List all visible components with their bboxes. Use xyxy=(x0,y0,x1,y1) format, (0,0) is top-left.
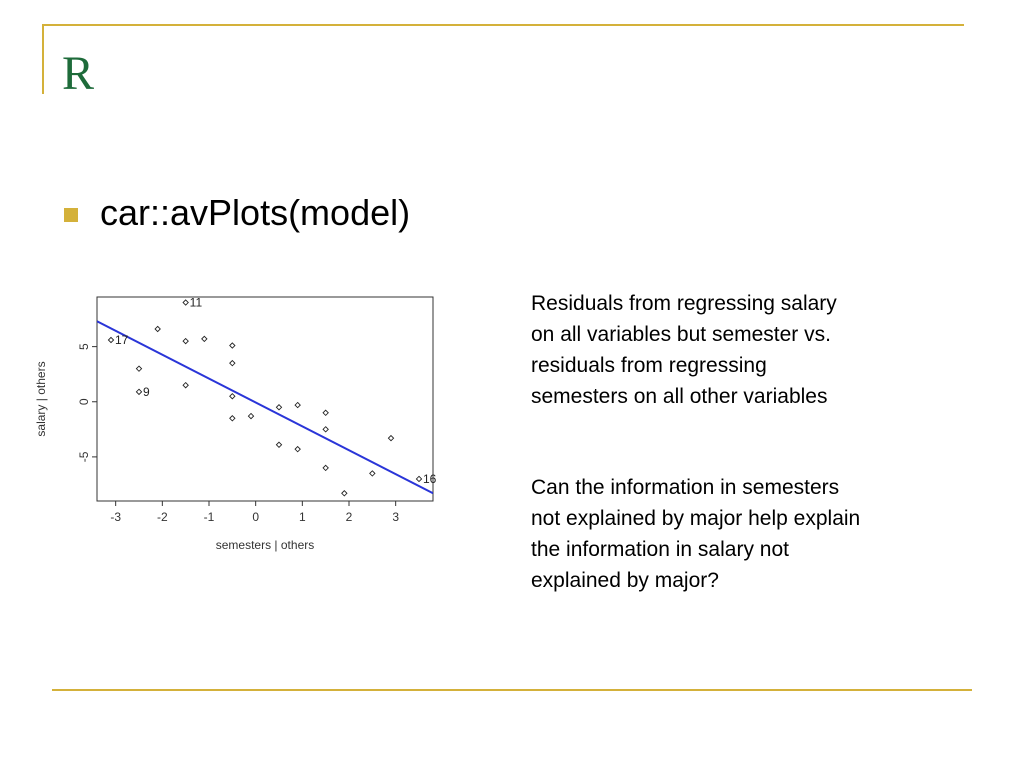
data-point xyxy=(415,475,423,483)
data-point xyxy=(322,409,329,417)
x-tick-label: 0 xyxy=(252,510,259,524)
bullet-square-icon xyxy=(64,208,78,222)
data-point xyxy=(154,325,161,333)
x-tick-label: -1 xyxy=(204,510,215,524)
explanation-text: Residuals from regressing salary on all … xyxy=(531,292,837,408)
y-tick-label: -5 xyxy=(77,451,91,462)
bullet-text: car::avPlots(model) xyxy=(100,192,411,233)
slide-title: R xyxy=(62,47,95,100)
data-point xyxy=(182,299,189,306)
x-tick-label: 1 xyxy=(299,510,306,524)
plot-frame xyxy=(96,296,434,502)
left-rule xyxy=(42,24,44,94)
data-point xyxy=(322,464,329,472)
data-point xyxy=(294,445,301,453)
data-point xyxy=(229,359,236,367)
point-label: 9 xyxy=(143,385,150,399)
data-point xyxy=(229,415,236,422)
data-point xyxy=(294,401,301,409)
data-point xyxy=(387,434,395,442)
data-point xyxy=(275,441,283,448)
y-tick-label: 0 xyxy=(77,398,91,405)
x-tick-label: 2 xyxy=(346,510,353,524)
point-label: 17 xyxy=(115,333,129,347)
data-point xyxy=(275,404,283,411)
data-point xyxy=(182,337,189,345)
x-axis-label: semesters | others xyxy=(216,538,314,552)
x-tick-label: -2 xyxy=(157,510,168,524)
data-point xyxy=(182,381,189,389)
y-axis-label: salary | others xyxy=(34,361,48,436)
point-label: 11 xyxy=(190,296,203,310)
x-tick-label: 3 xyxy=(392,510,399,524)
data-point xyxy=(369,470,376,477)
fit-line xyxy=(97,320,433,495)
y-tick-label: 5 xyxy=(77,343,91,350)
data-point xyxy=(201,335,208,343)
data-point xyxy=(135,365,143,372)
question-text: Can the information in semesters not exp… xyxy=(531,476,861,592)
data-point xyxy=(229,342,236,349)
x-tick-label: -3 xyxy=(110,510,121,524)
data-point xyxy=(107,336,115,344)
data-point xyxy=(322,426,329,433)
point-label: 16 xyxy=(423,472,437,486)
data-point xyxy=(247,412,255,420)
top-rule xyxy=(42,24,964,26)
data-point xyxy=(341,490,348,497)
av-plot-chart: -3 -2 -1 0 1 2 3 -5 0 5 semesters | others salary |… xyxy=(28,288,448,578)
bottom-rule xyxy=(52,689,972,691)
data-point xyxy=(229,393,236,400)
data-point xyxy=(135,388,143,396)
